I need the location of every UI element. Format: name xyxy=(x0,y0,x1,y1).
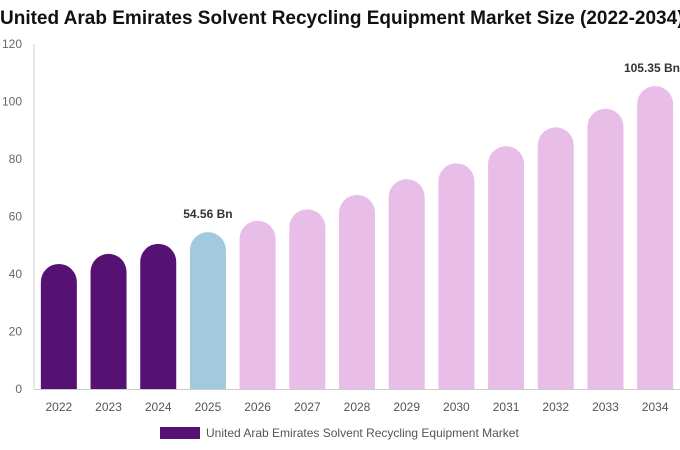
y-tick-label: 60 xyxy=(9,210,23,224)
bar xyxy=(339,194,375,389)
y-tick-label: 120 xyxy=(2,37,22,51)
bar xyxy=(189,232,226,389)
x-tick-label: 2030 xyxy=(443,400,470,414)
bar xyxy=(438,163,475,389)
bar xyxy=(388,179,425,389)
bar xyxy=(488,146,525,389)
x-tick-label: 2024 xyxy=(145,400,172,414)
bar xyxy=(587,108,624,389)
legend-label: United Arab Emirates Solvent Recycling E… xyxy=(206,426,519,440)
x-tick-label: 2025 xyxy=(195,400,222,414)
bar xyxy=(289,209,326,389)
bar xyxy=(90,253,127,389)
x-tick-label: 2028 xyxy=(344,400,371,414)
y-tick-label: 40 xyxy=(9,267,23,281)
bar xyxy=(637,86,674,390)
x-tick-label: 2033 xyxy=(592,400,619,414)
bar xyxy=(537,127,574,390)
legend-swatch xyxy=(160,427,200,439)
data-label: 105.35 Bn xyxy=(624,61,680,75)
x-tick-label: 2032 xyxy=(542,400,569,414)
y-tick-label: 20 xyxy=(9,325,23,339)
y-tick-label: 100 xyxy=(2,95,22,109)
y-tick-label: 80 xyxy=(9,152,23,166)
x-tick-label: 2022 xyxy=(45,400,72,414)
chart-title: United Arab Emirates Solvent Recycling E… xyxy=(0,8,680,29)
x-tick-label: 2027 xyxy=(294,400,321,414)
x-tick-label: 2023 xyxy=(95,400,122,414)
x-tick-label: 2026 xyxy=(244,400,271,414)
x-tick-label: 2031 xyxy=(493,400,520,414)
bar xyxy=(140,243,177,389)
data-label: 54.56 Bn xyxy=(183,207,232,221)
chart-legend: United Arab Emirates Solvent Recycling E… xyxy=(160,426,519,440)
bar xyxy=(239,220,276,389)
x-tick-label: 2029 xyxy=(393,400,420,414)
y-tick-label: 0 xyxy=(15,382,22,396)
bar xyxy=(40,263,77,389)
x-tick-label: 2034 xyxy=(642,400,669,414)
